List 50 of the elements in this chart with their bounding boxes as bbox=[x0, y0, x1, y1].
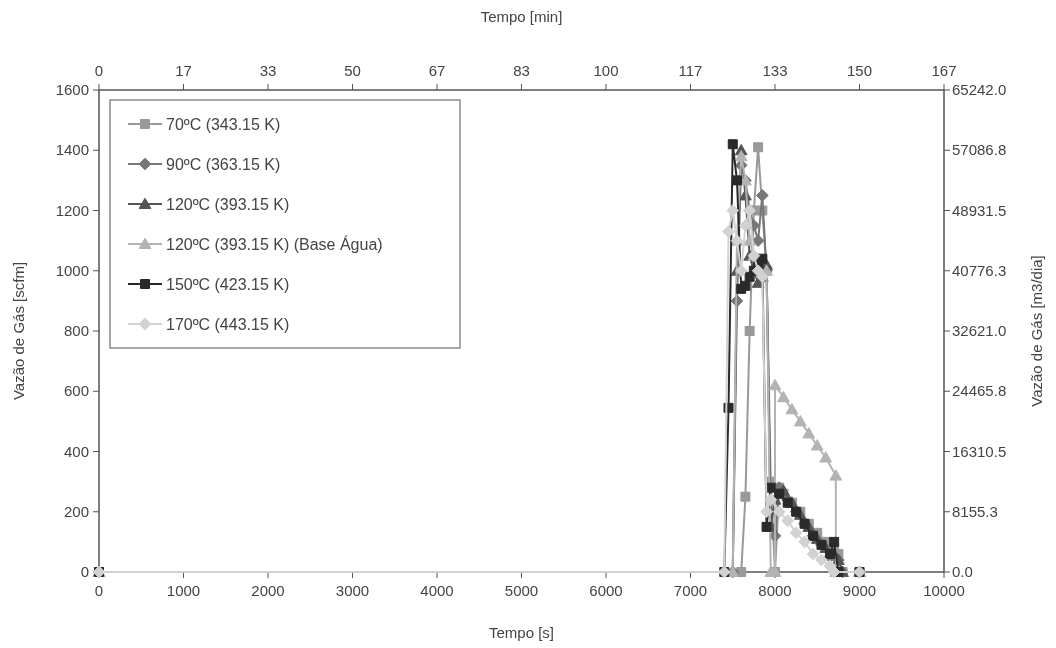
x-tick-label: 2000 bbox=[251, 582, 285, 599]
x2-tick-label: 0 bbox=[94, 62, 104, 79]
y2-axis-title: Vazão de Gás [m3/dia] bbox=[1028, 255, 1045, 407]
y2-tick-label: 16310.5 bbox=[952, 442, 1007, 460]
y2-tick-label: 48931.5 bbox=[952, 201, 1007, 219]
y2-tick-label: 24465.8 bbox=[952, 382, 1007, 400]
legend-label: 90ºC (363.15 K) bbox=[166, 156, 281, 173]
y-tick-label: 1000 bbox=[55, 261, 89, 279]
y-tick-label: 800 bbox=[63, 322, 89, 339]
x-tick-label: 1000 bbox=[166, 582, 201, 599]
legend-label: 170ºC (443.15 K) bbox=[166, 316, 290, 333]
y-tick-label: 400 bbox=[63, 442, 89, 460]
x2-tick-label: 50 bbox=[344, 62, 361, 79]
x-tick-label: 10000 bbox=[923, 582, 965, 599]
x2-tick-label: 133 bbox=[762, 62, 788, 79]
legend-label: 120ºC (393.15 K) bbox=[166, 196, 290, 213]
x2-tick-label: 100 bbox=[593, 62, 619, 79]
y2-tick-label: 57086.8 bbox=[952, 141, 1007, 159]
x2-tick-label: 33 bbox=[259, 62, 277, 79]
x-tick-label: 6000 bbox=[589, 582, 623, 599]
legend-label: 70ºC (343.15 K) bbox=[166, 116, 281, 133]
x2-tick-label: 67 bbox=[428, 62, 446, 79]
legend-label: 120ºC (393.15 K) (Base Água) bbox=[166, 235, 383, 253]
y-tick-label: 1400 bbox=[55, 141, 89, 159]
y2-tick-label: 32621.0 bbox=[952, 322, 1007, 339]
x-tick-label: 3000 bbox=[335, 582, 370, 599]
x2-tick-label: 17 bbox=[175, 62, 192, 79]
y2-tick-label: 65242.0 bbox=[952, 81, 1007, 98]
y-tick-label: 600 bbox=[63, 382, 89, 400]
y-tick-label: 1200 bbox=[55, 201, 89, 219]
x-axis-title: Tempo [s] bbox=[488, 624, 555, 641]
y-tick-label: 1600 bbox=[55, 81, 89, 98]
x2-tick-label: 117 bbox=[678, 62, 703, 79]
y-tick-label: 0 bbox=[80, 563, 89, 580]
x-tick-label: 0 bbox=[94, 582, 104, 599]
x-tick-label: 8000 bbox=[758, 582, 792, 599]
x2-tick-label: 167 bbox=[931, 62, 957, 79]
y2-tick-label: 8155.3 bbox=[952, 502, 998, 520]
y2-tick-label: 40776.3 bbox=[952, 261, 1007, 279]
x-tick-label: 9000 bbox=[842, 582, 877, 599]
legend-label: 150ºC (423.15 K) bbox=[166, 276, 290, 293]
y2-tick-label: 0.0 bbox=[952, 563, 973, 580]
y-axis-title: Vazão de Gás [scfm] bbox=[10, 261, 27, 401]
x-tick-label: 5000 bbox=[504, 582, 539, 599]
x-tick-label: 4000 bbox=[420, 582, 454, 599]
x-tick-label: 7000 bbox=[673, 582, 708, 599]
x2-tick-label: 83 bbox=[513, 62, 530, 79]
y-tick-label: 200 bbox=[63, 502, 89, 520]
x2-tick-label: 150 bbox=[846, 62, 872, 79]
x2-axis-title: Tempo [min] bbox=[480, 8, 563, 25]
